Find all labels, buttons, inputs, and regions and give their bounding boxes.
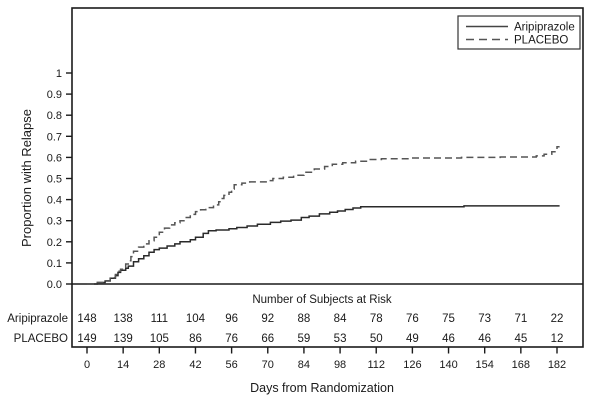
- x-tick-label: 70: [262, 359, 274, 371]
- at-risk-value: 59: [298, 333, 311, 345]
- legend: Aripiprazole PLACEBO: [457, 15, 581, 50]
- at-risk-value: 45: [514, 333, 527, 345]
- at-risk-value: 46: [442, 333, 455, 345]
- at-risk-value: 75: [442, 313, 455, 325]
- x-tick-label: 126: [403, 359, 421, 371]
- at-risk-value: 53: [334, 333, 347, 345]
- at-risk-value: 92: [261, 313, 274, 325]
- at-risk-value: 50: [370, 333, 383, 345]
- y-axis-title: Proportion with Relapse: [19, 109, 34, 247]
- x-tick-label: 140: [439, 359, 457, 371]
- series-path-aripiprazole: [87, 205, 560, 285]
- x-tick-label: 84: [298, 359, 310, 371]
- x-tick-label: 42: [189, 359, 201, 371]
- at-risk-value: 84: [334, 313, 347, 325]
- plot-frame: [71, 7, 584, 348]
- y-tick-label: 0.2: [47, 237, 62, 249]
- x-tick-label: 98: [334, 359, 346, 371]
- at-risk-value: 76: [225, 333, 238, 345]
- at-risk-value: 105: [150, 333, 169, 345]
- x-tick-label: 56: [225, 359, 237, 371]
- at-risk-value: 111: [151, 313, 168, 325]
- at-risk-value: 104: [186, 313, 206, 325]
- at-risk-value: 22: [551, 313, 564, 325]
- at-risk-value: 149: [77, 333, 96, 345]
- x-tick-label: 14: [117, 359, 129, 371]
- at-risk-row-label-aripiprazole: Aripiprazole: [7, 313, 68, 325]
- y-tick-label: 0.3: [47, 216, 62, 228]
- series-path-placebo: [87, 146, 560, 285]
- at-risk-value: 49: [406, 333, 419, 345]
- at-risk-value: 76: [406, 313, 419, 325]
- y-tick-label: 0.7: [47, 131, 62, 143]
- legend-box: [457, 15, 581, 50]
- x-tick-label: 154: [476, 359, 494, 371]
- at-risk-value: 148: [77, 313, 96, 325]
- y-tick-label: 0.4: [47, 195, 62, 207]
- x-axis-ticks: 0 14 28 42 56 70 84 98 112 126 140 154 168 182: [84, 347, 566, 371]
- at-risk-value: 78: [370, 313, 383, 325]
- y-tick-label: 0.0: [47, 279, 62, 291]
- legend-label-placebo: PLACEBO: [514, 35, 568, 47]
- x-tick-label: 112: [367, 359, 385, 371]
- at-risk-value: 46: [478, 333, 491, 345]
- at-risk-value: 96: [225, 313, 238, 325]
- x-tick-label: 28: [153, 359, 165, 371]
- y-tick-label: 0.9: [47, 89, 62, 101]
- at-risk-value: 71: [514, 313, 527, 325]
- x-tick-label: 168: [512, 359, 530, 371]
- at-risk-values: 148 138 111 104 96 92 88 84 78 76 75 73 71 22 149 139 10…: [77, 313, 563, 345]
- at-risk-value: 139: [114, 333, 133, 345]
- y-axis-ticks: 0.0 0.1 0.2 0.3 0.4 0.5 0.6 0.7 0.8 0.9 1: [47, 68, 72, 291]
- at-risk-value: 138: [114, 313, 133, 325]
- x-tick-label: 182: [548, 359, 566, 371]
- y-tick-label: 0.5: [47, 174, 62, 186]
- y-tick-label: 0.1: [47, 258, 62, 270]
- y-tick-label: 1: [56, 68, 62, 80]
- y-tick-label: 0.8: [47, 110, 62, 122]
- at-risk-value: 86: [189, 333, 202, 345]
- at-risk-value: 88: [298, 313, 311, 325]
- at-risk-title: Number of Subjects at Risk: [252, 294, 392, 306]
- at-risk-row-label-placebo: PLACEBO: [14, 333, 68, 345]
- at-risk-value: 73: [478, 313, 491, 325]
- at-risk-value: 12: [551, 333, 564, 345]
- y-tick-label: 0.6: [47, 152, 62, 164]
- legend-label-aripiprazole: Aripiprazole: [514, 22, 575, 34]
- x-tick-label: 0: [84, 359, 90, 371]
- x-axis-title: Days from Randomization: [250, 381, 394, 395]
- series-curves: [87, 146, 560, 285]
- at-risk-value: 66: [261, 333, 274, 345]
